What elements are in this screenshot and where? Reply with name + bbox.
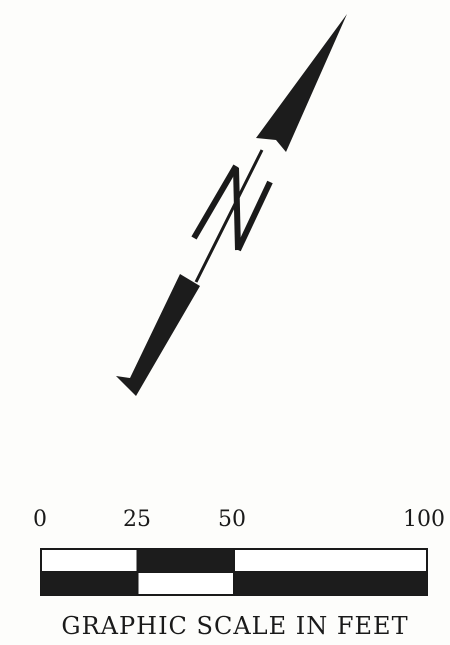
scale-tick-label-0: 0	[33, 507, 47, 532]
scale-tick-label-25: 25	[123, 507, 151, 532]
scale-tick-label-50: 50	[218, 507, 246, 532]
scale-title: GRAPHIC SCALE IN FEET	[61, 612, 409, 640]
north-arrow-tail	[116, 274, 200, 396]
scale-bar	[40, 548, 428, 596]
graphic-scale: 0 25 50 100	[0, 495, 450, 645]
north-arrow-icon	[116, 14, 347, 396]
scale-segment-1	[137, 549, 234, 572]
north-arrow-shaft	[194, 149, 264, 283]
north-arrow-head	[256, 14, 347, 152]
scale-segment-2	[234, 572, 427, 595]
scale-tick-label-100: 100	[403, 507, 445, 532]
north-letter-icon	[191, 164, 273, 252]
scale-segment-0	[41, 572, 138, 595]
